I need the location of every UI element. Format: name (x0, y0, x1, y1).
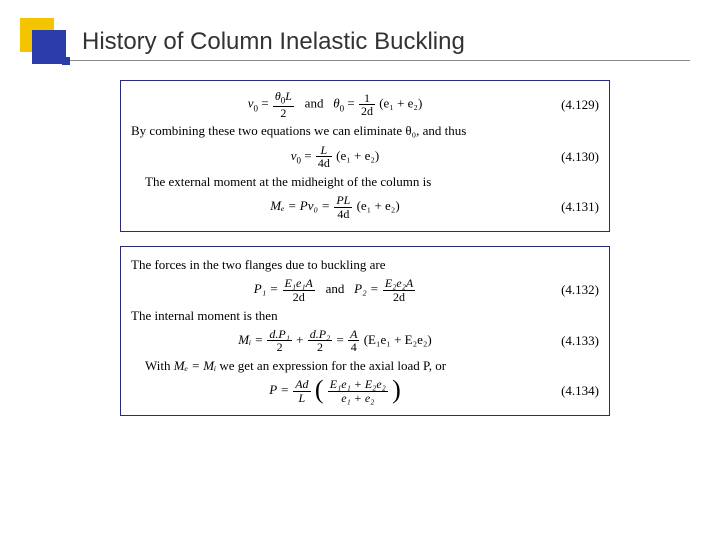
page-title: History of Column Inelastic Buckling (82, 28, 700, 56)
panel2-line1: The forces in the two flanges due to buc… (131, 256, 599, 274)
title-underline (70, 60, 690, 61)
equation-4-129: v0 = θ0L 2 and θ0 = 1 2d (e₁ + e₂) (4.12… (131, 90, 599, 119)
equation-4-134: P = Ad L ( E₁e₁ + E₂e₂ e₁ + e₂ ) (4.134) (131, 378, 599, 404)
eq-number: (4.131) (539, 198, 599, 216)
panel2-line3: With Mₑ = Mᵢ we get an expression for th… (131, 357, 599, 375)
title-wrap: History of Column Inelastic Buckling (82, 28, 700, 56)
corner-logo (20, 18, 68, 66)
panel1-line2: By combining these two equations we can … (131, 122, 599, 140)
panel2-line2: The internal moment is then (131, 307, 599, 325)
equation-4-131: Mₑ = Pv₀ = PL 4d (e₁ + e₂) (4.131) (131, 194, 599, 220)
eq-math: v0 = θ0L 2 and θ0 = 1 2d (e₁ + e₂) (131, 90, 539, 119)
eq-math: P₁ = E₁e₁A 2d and P₂ = E₂e₂A 2d (131, 277, 539, 303)
eq-number: (4.132) (539, 281, 599, 299)
eq-number: (4.133) (539, 332, 599, 350)
panel1-line3: The external moment at the midheight of … (131, 173, 599, 191)
logo-front-square (32, 30, 66, 64)
eq-math: Mᵢ = d.P₁ 2 + d.P₂ 2 = A 4 (E₁e₁ + E₂e₂) (131, 328, 539, 354)
panel-bottom: The forces in the two flanges due to buc… (120, 246, 610, 416)
equation-4-132: P₁ = E₁e₁A 2d and P₂ = E₂e₂A 2d (4.132) (131, 277, 599, 303)
title-bullet (62, 57, 70, 65)
equation-4-130: v0 = L 4d (e₁ + e₂) (4.130) (131, 144, 599, 170)
eq-number: (4.134) (539, 382, 599, 400)
panel-top: v0 = θ0L 2 and θ0 = 1 2d (e₁ + e₂) (4.12… (120, 80, 610, 232)
eq-math: v0 = L 4d (e₁ + e₂) (131, 144, 539, 170)
eq-math: P = Ad L ( E₁e₁ + E₂e₂ e₁ + e₂ ) (131, 378, 539, 404)
equation-4-133: Mᵢ = d.P₁ 2 + d.P₂ 2 = A 4 (E₁e₁ + E₂e₂)… (131, 328, 599, 354)
content-area: v0 = θ0L 2 and θ0 = 1 2d (e₁ + e₂) (4.12… (120, 80, 610, 430)
eq-number: (4.129) (539, 96, 599, 114)
eq-math: Mₑ = Pv₀ = PL 4d (e₁ + e₂) (131, 194, 539, 220)
eq-number: (4.130) (539, 148, 599, 166)
